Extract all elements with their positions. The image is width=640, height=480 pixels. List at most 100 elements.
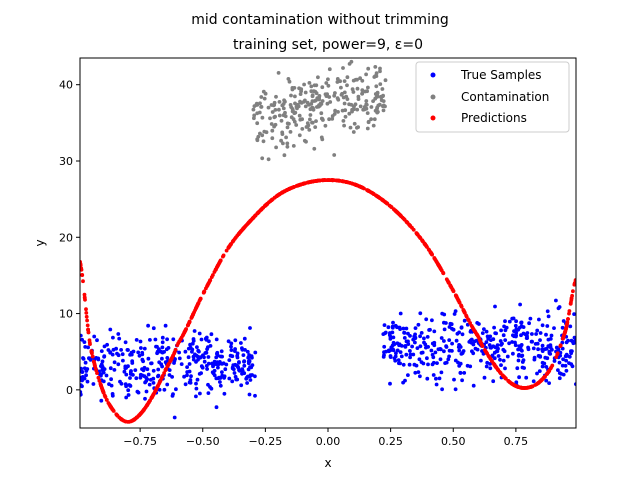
contamination-point: [381, 103, 386, 108]
true-sample-point: [195, 377, 200, 382]
prediction-point: [478, 340, 483, 345]
contamination-point: [272, 100, 277, 105]
prediction-point: [418, 236, 423, 240]
prediction-point: [163, 368, 168, 372]
true-sample-point: [160, 345, 165, 350]
contamination-point: [258, 131, 262, 136]
true-sample-point: [416, 322, 421, 327]
true-sample-point: [457, 330, 461, 335]
contamination-point: [268, 116, 272, 121]
true-sample-point: [239, 341, 243, 345]
true-sample-point: [507, 341, 511, 346]
prediction-point: [428, 250, 433, 255]
prediction-point: [81, 279, 85, 284]
true-sample-point: [503, 366, 507, 371]
contamination-point: [273, 114, 277, 119]
true-sample-point: [514, 380, 519, 385]
true-sample-point: [424, 317, 429, 322]
true-sample-point: [245, 349, 250, 354]
prediction-point: [90, 354, 95, 359]
true-sample-point: [116, 362, 121, 367]
true-sample-point: [192, 329, 197, 333]
true-sample-point: [398, 350, 403, 354]
true-sample-point: [240, 367, 245, 371]
prediction-point: [360, 185, 365, 190]
prediction-point: [187, 320, 192, 324]
true-sample-point: [397, 361, 401, 366]
prediction-point: [108, 403, 112, 408]
contamination-point: [251, 107, 256, 112]
prediction-point: [469, 324, 474, 328]
true-sample-point: [136, 350, 141, 355]
contamination-point: [372, 117, 377, 122]
prediction-point: [316, 178, 321, 183]
prediction-point: [407, 222, 411, 227]
prediction-point: [563, 328, 568, 333]
true-sample-point: [429, 348, 434, 353]
prediction-point: [426, 247, 431, 252]
true-sample-point: [230, 354, 235, 359]
true-sample-point: [522, 366, 526, 370]
true-sample-point: [499, 343, 503, 347]
contamination-point: [280, 103, 285, 108]
true-sample-point: [129, 352, 134, 357]
x-axis-label: x: [324, 456, 331, 470]
true-sample-point: [84, 369, 89, 373]
contamination-point: [298, 92, 303, 96]
prediction-point: [87, 338, 92, 343]
prediction-point: [295, 183, 300, 188]
prediction-point: [453, 293, 458, 298]
prediction-point: [197, 298, 202, 303]
true-sample-point: [195, 345, 199, 349]
true-sample-point: [248, 378, 253, 382]
true-sample-point: [537, 317, 541, 322]
true-sample-point: [209, 332, 214, 337]
true-sample-point: [172, 361, 176, 365]
contamination-point: [356, 94, 361, 99]
true-sample-point: [501, 333, 506, 338]
contamination-point: [325, 101, 330, 106]
prediction-point: [119, 417, 124, 422]
true-sample-point: [234, 377, 239, 382]
true-sample-point: [171, 392, 175, 396]
true-sample-point: [165, 382, 170, 387]
true-sample-point: [197, 331, 202, 336]
prediction-point: [411, 227, 416, 232]
contamination-point: [339, 92, 344, 97]
true-sample-point: [432, 340, 437, 345]
true-sample-point: [111, 335, 115, 340]
prediction-point: [459, 303, 464, 308]
contamination-point: [273, 122, 278, 127]
true-sample-point: [430, 318, 434, 323]
true-sample-point: [426, 362, 430, 367]
contamination-point: [257, 110, 262, 115]
x-axis: −0.75 −0.50 −0.25 0.00 0.25 0.50 0.75: [123, 428, 528, 448]
prediction-point: [326, 178, 331, 183]
prediction-point: [538, 379, 543, 383]
true-sample-point: [517, 375, 521, 380]
contamination-point: [270, 128, 275, 133]
true-sample-point: [475, 347, 480, 352]
true-sample-point: [108, 350, 113, 355]
true-sample-point: [543, 355, 548, 360]
true-sample-point: [540, 364, 545, 369]
true-sample-point: [450, 341, 454, 346]
true-sample-point: [185, 373, 189, 378]
true-sample-point: [388, 348, 393, 352]
true-sample-point: [435, 361, 439, 365]
contamination-point: [292, 86, 297, 90]
true-sample-point: [471, 351, 476, 356]
contamination-point: [332, 93, 337, 98]
contamination-point: [355, 77, 359, 82]
contamination-point: [284, 135, 288, 140]
true-sample-point: [160, 335, 165, 340]
true-sample-point: [189, 374, 193, 379]
true-sample-point: [453, 309, 458, 313]
true-sample-point: [100, 364, 105, 369]
contamination-point: [305, 100, 310, 105]
legend-label-true-samples: True Samples: [460, 68, 542, 82]
true-sample-point: [144, 389, 149, 394]
prediction-point: [162, 371, 167, 375]
contamination-point: [292, 119, 297, 124]
true-sample-point: [157, 347, 161, 351]
